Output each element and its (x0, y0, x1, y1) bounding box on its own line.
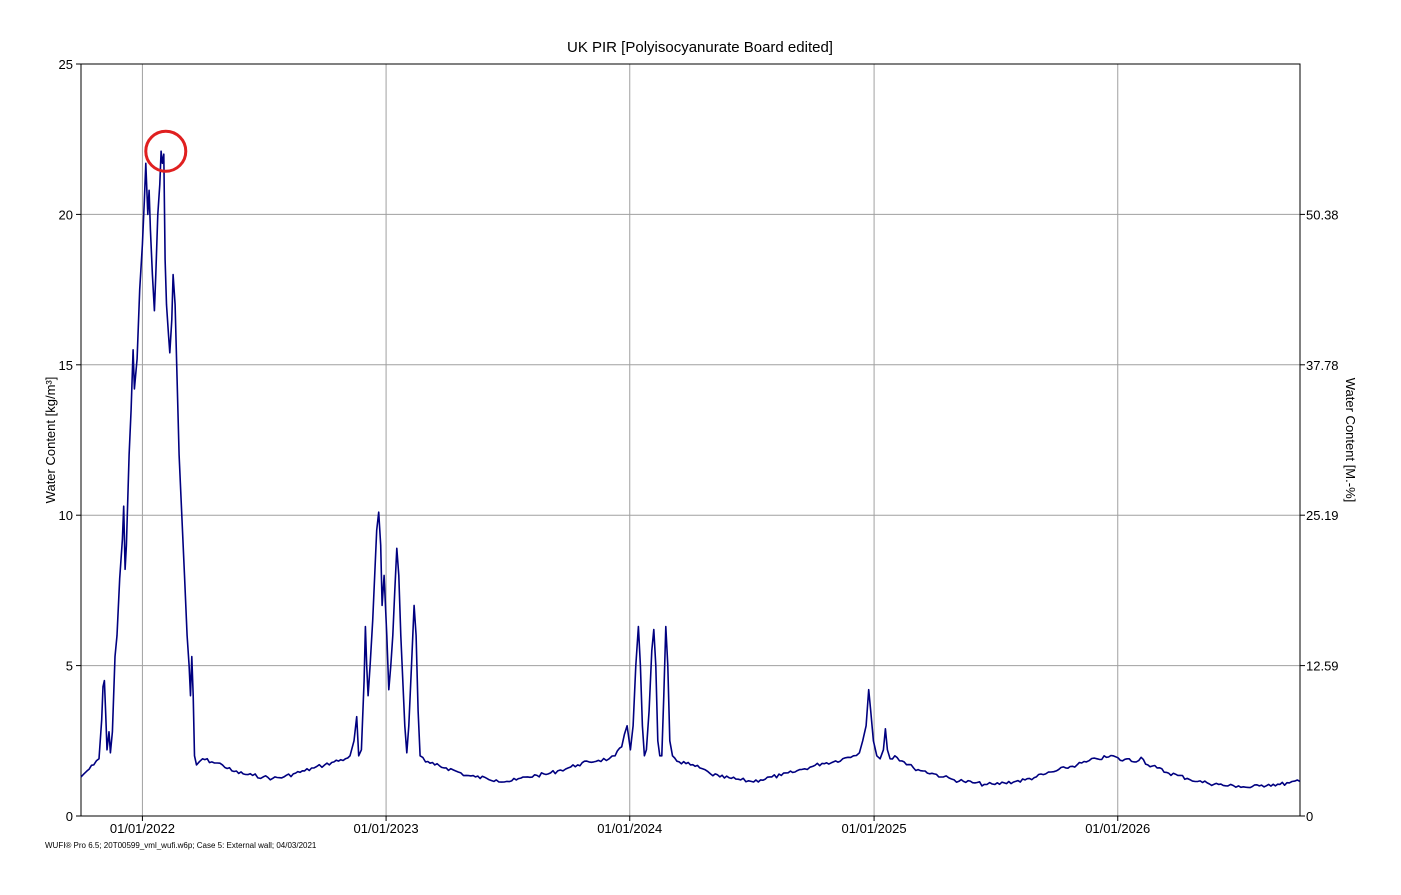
x-tick-label: 01/01/2026 (1085, 821, 1150, 836)
y-tick-label: 10 (59, 508, 73, 523)
plot-frame (80, 63, 1301, 817)
x-axis-ticks: 01/01/2022 01/01/2023 01/01/2024 01/01/2025… (110, 816, 1150, 836)
y-tick-label: 5 (66, 659, 73, 674)
y2-tick-label: 37.78 (1306, 358, 1339, 373)
y-tick-label: 0 (66, 809, 73, 824)
footer-note: WUFI® Pro 6.5; 20T00599_vml_wufi.w6p; Ca… (45, 841, 317, 850)
x-tick-label: 01/01/2025 (842, 821, 907, 836)
y2-tick-label: 12.59 (1306, 659, 1339, 674)
y2-axis-ticks: 0 12.59 25.19 37.78 50.38 (1300, 207, 1339, 824)
chart-title: UK PIR [Polyisocyanurate Board edited] (567, 39, 833, 56)
y2-tick-label: 0 (1306, 809, 1313, 824)
y-tick-label: 20 (59, 207, 73, 222)
y-axis-label: Water Content [kg/m³] (43, 377, 58, 504)
annotation-circle (144, 129, 188, 173)
y-tick-label: 25 (59, 57, 73, 72)
x-tick-label: 01/01/2024 (597, 821, 662, 836)
y2-tick-label: 25.19 (1306, 508, 1339, 523)
grid-lines (81, 64, 1300, 816)
y-axis-ticks: 0 5 10 15 20 25 (59, 57, 81, 824)
y2-axis-label: Water Content [M.-%] (1343, 378, 1358, 503)
x-tick-label: 01/01/2022 (110, 821, 175, 836)
series-line-water-content (80, 150, 1301, 789)
y-tick-label: 15 (59, 358, 73, 373)
x-tick-label: 01/01/2023 (354, 821, 419, 836)
y2-tick-label: 50.38 (1306, 207, 1339, 222)
